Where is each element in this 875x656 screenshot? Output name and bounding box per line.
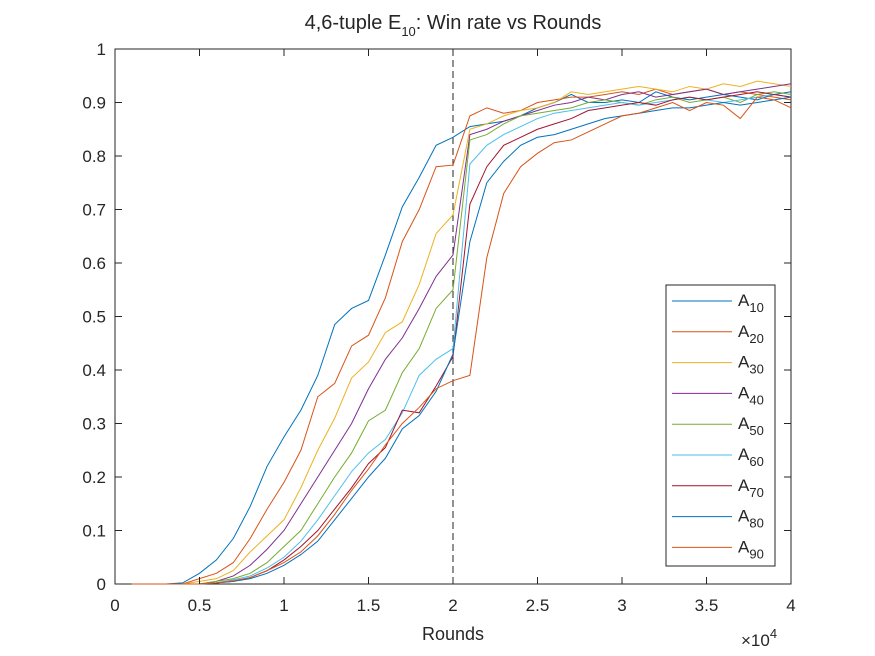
x-axis-label: Rounds: [422, 624, 484, 644]
legend-label: A10: [738, 291, 764, 315]
series-line-a40: [131, 83, 792, 585]
legend-label: A20: [738, 322, 764, 346]
y-tick-label: 0.8: [82, 147, 106, 166]
x-tick-label: 3.5: [695, 596, 719, 615]
x-tick-label: 4: [786, 596, 795, 615]
legend-label: A60: [738, 445, 764, 469]
series-line-a80: [131, 96, 792, 585]
legend-label: A80: [738, 507, 764, 531]
x-tick-label: 0: [110, 596, 119, 615]
legend-label: A40: [738, 383, 764, 407]
legend-label: A90: [738, 537, 764, 561]
x-tick-label: 0.5: [188, 596, 212, 615]
series-line-a50: [131, 91, 792, 585]
y-tick-label: 0.2: [82, 468, 106, 487]
legend: A10 A20 A30 A40 A50 A60 A70 A80 A90: [665, 284, 776, 567]
x-axis-exponent: ×104: [741, 626, 777, 650]
y-tick-label: 0.3: [82, 415, 106, 434]
tick-layer: [114, 48, 792, 585]
legend-label: A70: [738, 476, 764, 500]
y-tick-labels: 0 0.1 0.2 0.3 0.4 0.5 0.6 0.7 0.8 0.9 1: [82, 40, 106, 594]
y-tick-label: 0: [97, 575, 106, 594]
y-tick-label: 0.6: [82, 254, 106, 273]
x-tick-label: 1.5: [357, 596, 381, 615]
legend-label: A30: [738, 353, 764, 377]
x-tick-label: 2.5: [526, 596, 550, 615]
y-tick-label: 0.9: [82, 94, 106, 113]
y-tick-label: 0.1: [82, 522, 106, 541]
y-tick-label: 1: [97, 40, 106, 59]
x-tick-label: 1: [279, 596, 288, 615]
y-tick-label: 0.7: [82, 201, 106, 220]
series-layer: [131, 80, 792, 585]
series-line-a30: [131, 80, 792, 585]
series-line-a90: [131, 96, 792, 585]
chart-title: 4,6-tuple E10: Win rate vs Rounds: [305, 12, 602, 39]
y-tick-label: 0.5: [82, 308, 106, 327]
legend-label: A50: [738, 414, 764, 438]
x-tick-labels: 0 0.5 1 1.5 2 2.5 3 3.5 4: [110, 596, 795, 615]
y-tick-label: 0.4: [82, 361, 106, 380]
x-tick-label: 3: [617, 596, 626, 615]
x-tick-label: 2: [448, 596, 457, 615]
